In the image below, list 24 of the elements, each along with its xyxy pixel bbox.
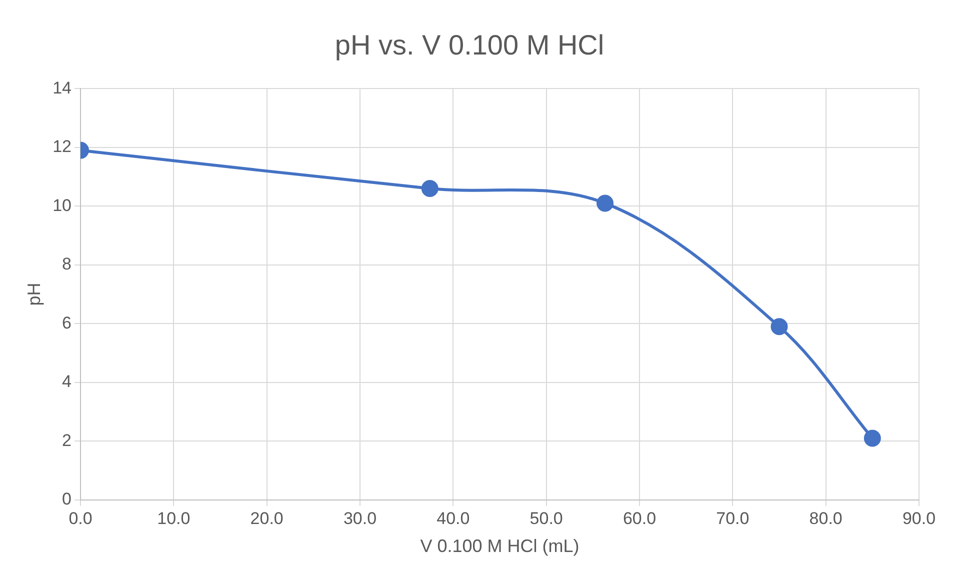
y-tick-label: 10 bbox=[52, 196, 72, 215]
x-tick-label: 90.0 bbox=[902, 508, 936, 528]
x-tick-label: 70.0 bbox=[716, 508, 750, 528]
x-tick-label: 40.0 bbox=[436, 508, 470, 528]
y-tick-label: 2 bbox=[62, 430, 72, 450]
y-axis-title: pH bbox=[24, 282, 44, 306]
y-tick-label: 4 bbox=[62, 372, 72, 392]
x-tick-label: 50.0 bbox=[530, 508, 563, 528]
x-tick-label: 30.0 bbox=[343, 508, 377, 528]
x-tick-label: 0.0 bbox=[68, 508, 92, 528]
point bbox=[770, 318, 788, 336]
y-tick-label: 6 bbox=[62, 313, 72, 332]
chart-title: pH vs. V 0.100 M HCl bbox=[334, 30, 604, 61]
y-tick-label: 8 bbox=[62, 254, 72, 274]
y-tick-label: 14 bbox=[52, 78, 72, 98]
x-tick-label: 20.0 bbox=[250, 508, 284, 528]
point bbox=[864, 430, 881, 447]
point bbox=[596, 194, 614, 212]
x-tick-label: 60.0 bbox=[622, 508, 656, 528]
x-tick-label: 80.0 bbox=[809, 508, 842, 528]
x-tick-label: 10.0 bbox=[157, 508, 190, 528]
y-tick-label: 12 bbox=[52, 137, 72, 156]
y-tick-label: 0 bbox=[62, 490, 72, 509]
x-axis-title: V 0.100 M HCl (mL) bbox=[420, 536, 580, 556]
